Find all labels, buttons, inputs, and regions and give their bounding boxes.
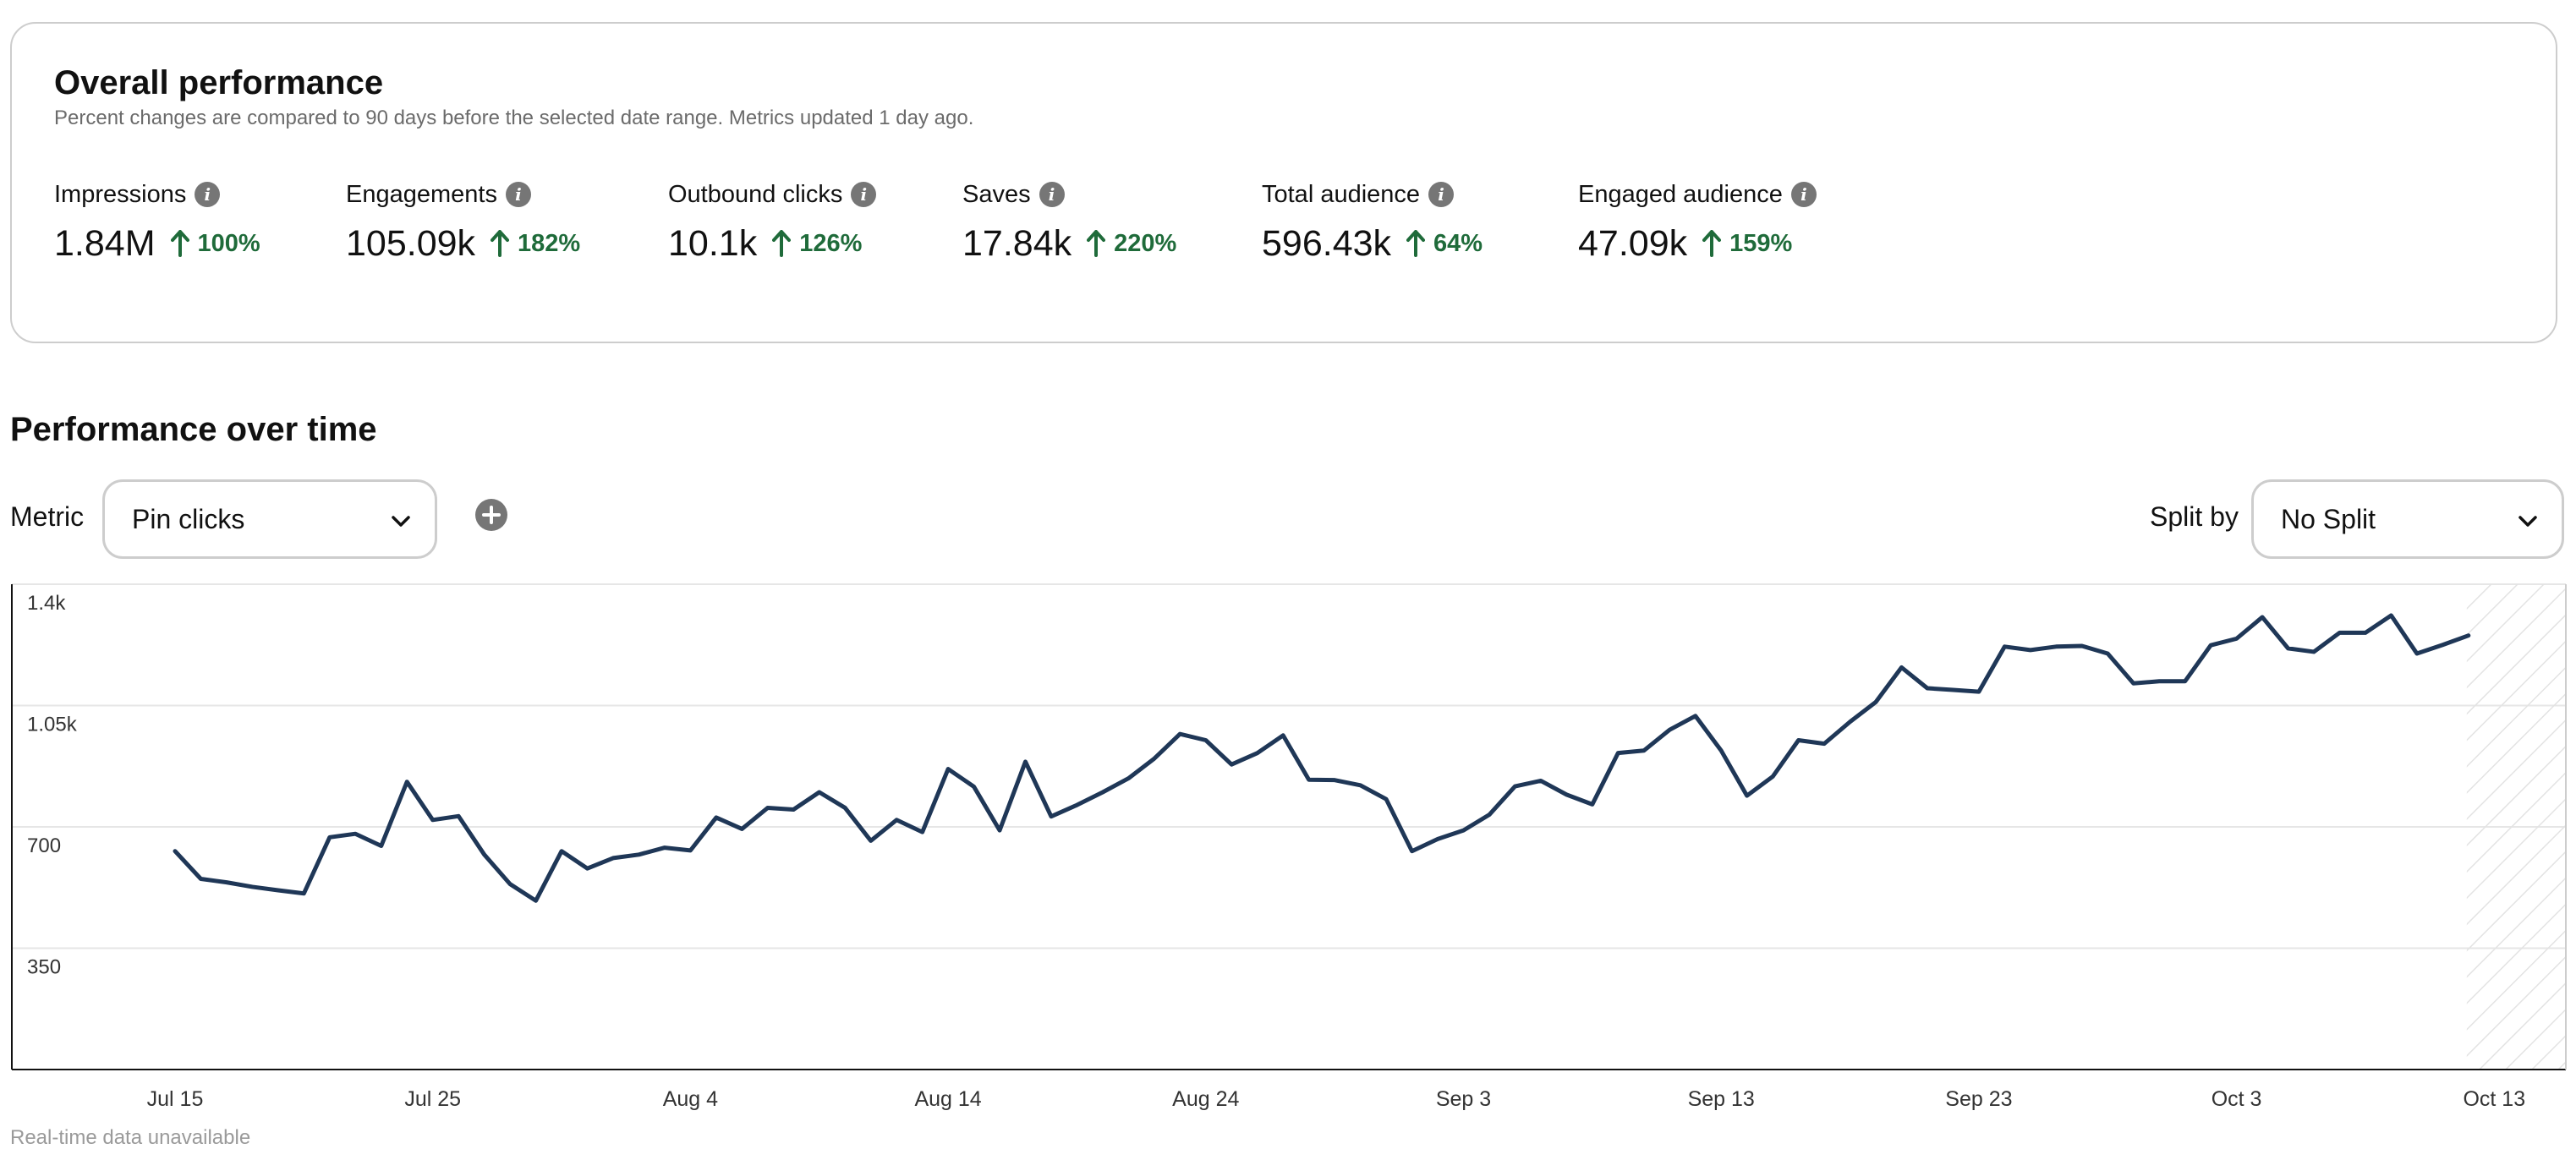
- trend-up: 220%: [1087, 230, 1176, 257]
- arrow-up-icon: [1406, 230, 1426, 257]
- trend-up: 64%: [1406, 230, 1483, 257]
- metric-impressions: Impressions i 1.84M 100%: [54, 178, 260, 267]
- metric-value: 105.09k: [346, 222, 476, 264]
- arrow-up-icon: [1087, 230, 1106, 257]
- info-icon[interactable]: i: [1428, 182, 1455, 207]
- metric-change: 100%: [197, 229, 260, 257]
- info-icon[interactable]: i: [851, 182, 877, 207]
- x-tick-label: Jul 25: [404, 1087, 461, 1111]
- trend-up: 182%: [491, 230, 580, 257]
- split-by-label: Split by: [2150, 501, 2239, 532]
- y-tick-label: 1.4k: [27, 592, 66, 615]
- metric-value: 47.09k: [1578, 222, 1688, 264]
- metric-change: 159%: [1729, 229, 1793, 257]
- info-icon[interactable]: i: [505, 182, 531, 207]
- arrow-up-icon: [170, 230, 189, 257]
- overall-performance-card: Overall performance Percent changes are …: [10, 22, 2557, 343]
- metric-dropdown[interactable]: Pin clicks: [102, 479, 437, 559]
- chevron-down-icon: [392, 516, 410, 527]
- metric-saves: Saves i 17.84k 220%: [962, 178, 1176, 267]
- metric-value: 10.1k: [668, 222, 758, 264]
- metric-change: 220%: [1114, 229, 1177, 257]
- overall-performance-title: Overall performance: [54, 64, 384, 101]
- unavailable-data-region: [2466, 584, 2566, 1070]
- metric-change: 182%: [518, 229, 581, 257]
- series-line-pin-clicks: [173, 613, 2471, 903]
- add-metric-button[interactable]: [475, 499, 507, 531]
- metric-label: Engagements: [346, 180, 497, 208]
- split-by-dropdown-value: No Split: [2281, 504, 2376, 534]
- chevron-down-icon: [2518, 516, 2537, 527]
- metric-value: 1.84M: [54, 222, 156, 264]
- x-tick-label: Oct 3: [2212, 1087, 2262, 1111]
- metric-dropdown-value: Pin clicks: [132, 504, 245, 534]
- info-icon[interactable]: i: [1790, 182, 1817, 207]
- performance-over-time-title: Performance over time: [10, 411, 377, 448]
- metric-value: 596.43k: [1262, 222, 1392, 264]
- metric-engagements: Engagements i 105.09k 182%: [346, 178, 580, 267]
- metric-label: Outbound clicks: [668, 180, 843, 208]
- metric-total-audience: Total audience i 596.43k 64%: [1262, 178, 1483, 267]
- x-tick-label: Sep 13: [1688, 1087, 1755, 1111]
- arrow-up-icon: [1702, 230, 1722, 257]
- metric-label: Total audience: [1262, 180, 1421, 208]
- x-tick-label: Aug 4: [663, 1087, 718, 1111]
- arrow-up-icon: [772, 230, 792, 257]
- y-tick-label: 700: [27, 834, 61, 857]
- trend-up: 100%: [170, 229, 260, 257]
- y-tick-label: 350: [27, 956, 61, 979]
- y-tick-label: 1.05k: [27, 714, 78, 736]
- metric-outbound-clicks: Outbound clicks i 10.1k 126%: [668, 178, 877, 267]
- x-tick-label: Sep 3: [1436, 1087, 1491, 1111]
- x-tick-label: Aug 14: [914, 1087, 981, 1111]
- trend-up: 159%: [1702, 230, 1792, 257]
- metric-value: 17.84k: [962, 222, 1072, 264]
- info-icon[interactable]: i: [195, 182, 221, 207]
- metric-selector-label: Metric: [10, 501, 85, 532]
- pin-clicks-line-chart[interactable]: 350 700 1.05k 1.4k Jul 15 Jul 25 Aug 4 Aug 14 A…: [0, 575, 2576, 1136]
- trend-up: 126%: [772, 230, 862, 257]
- metric-label: Saves: [962, 180, 1031, 208]
- metric-change: 64%: [1433, 229, 1483, 257]
- x-tick-label: Jul 15: [147, 1087, 204, 1111]
- arrow-up-icon: [491, 230, 510, 257]
- split-by-dropdown[interactable]: No Split: [2251, 479, 2564, 559]
- x-tick-label: Sep 23: [1945, 1087, 2012, 1111]
- footer-note: Real-time data unavailable: [10, 1126, 251, 1149]
- overall-performance-subtitle: Percent changes are compared to 90 days …: [54, 107, 974, 129]
- metric-engaged-audience: Engaged audience i 47.09k 159%: [1578, 178, 1817, 267]
- plus-icon: [482, 506, 501, 524]
- x-tick-label: Oct 13: [2463, 1087, 2525, 1111]
- metric-change: 126%: [799, 229, 863, 257]
- metric-label: Engaged audience: [1578, 180, 1783, 208]
- metric-label: Impressions: [54, 180, 187, 208]
- info-icon[interactable]: i: [1039, 182, 1065, 207]
- x-tick-label: Aug 24: [1172, 1087, 1239, 1111]
